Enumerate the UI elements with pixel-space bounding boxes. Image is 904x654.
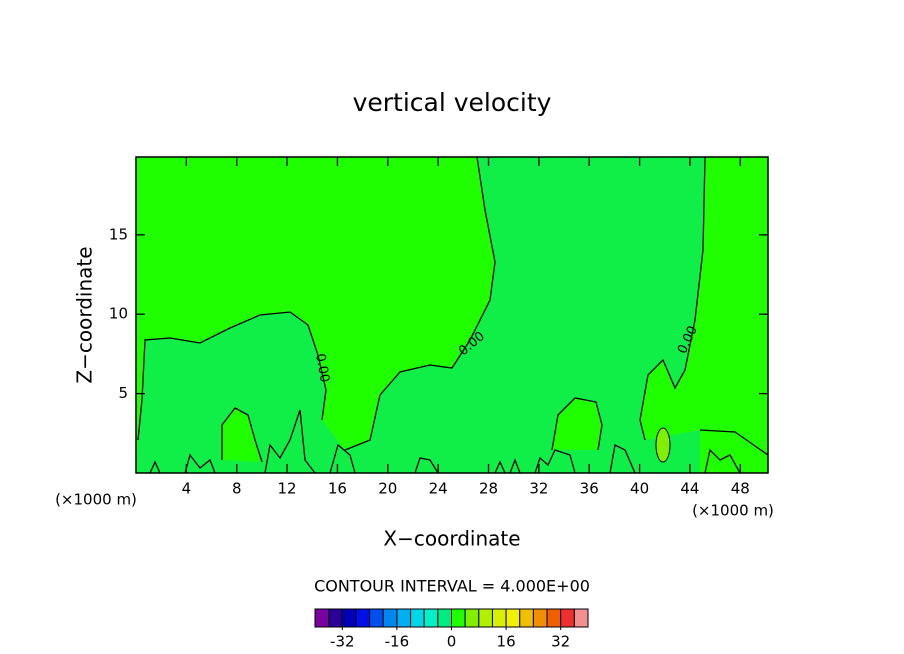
chart-title: vertical velocity: [353, 88, 552, 117]
colorbar-box: [573, 608, 589, 628]
x-tick-label: 36: [580, 480, 599, 498]
colorbar-box: [451, 608, 466, 628]
colorbar-tick-label: 32: [551, 633, 570, 651]
x-tick-label: 20: [378, 480, 397, 498]
plot-frame: [135, 156, 769, 474]
negative-region: [136, 157, 705, 473]
contour-line: [699, 429, 769, 456]
y-tick-label: 15: [109, 225, 128, 243]
x-tick-label: 12: [278, 480, 297, 498]
colorbar-box: [546, 608, 562, 628]
colorbar-box: [396, 608, 412, 628]
contour-line: [639, 156, 706, 441]
x-tick-label: 8: [232, 480, 242, 498]
positive-cell: [222, 408, 262, 462]
colorbar-box: [423, 608, 439, 628]
colorbar-box: [464, 608, 480, 628]
colorbar-tick-label: -32: [330, 633, 355, 651]
contour-interval: CONTOUR INTERVAL = 4.000E+00: [314, 577, 590, 596]
colorbar-tick-label: 0: [447, 633, 457, 651]
x-axis-label: X−coordinate: [383, 527, 520, 551]
colorbar-box: [314, 608, 330, 628]
colorbar-box: [382, 608, 398, 628]
colorbar-box: [341, 608, 357, 628]
x-tick-label: 4: [182, 480, 192, 498]
colorbar-box: [532, 608, 548, 628]
positive-cell: [552, 398, 602, 450]
y-unit-label: (×1000 m): [55, 491, 137, 509]
contour-line: [149, 409, 741, 474]
colorbar-tick-label: 16: [497, 633, 516, 651]
colorbar-box: [328, 608, 343, 628]
colorbar-tick-label: -16: [385, 633, 410, 651]
x-unit-label: (×1000 m): [692, 502, 774, 520]
colorbar-box: [437, 608, 453, 628]
contour-line: [137, 311, 327, 441]
contour-line: [551, 397, 603, 451]
y-tick-label: 5: [118, 384, 128, 402]
x-tick-label: 24: [429, 480, 448, 498]
y-axis-label: Z−coordinate: [73, 246, 97, 383]
x-tick-label: 28: [479, 480, 498, 498]
y-tick-label: 10: [109, 305, 128, 323]
contour-label: 0.00: [312, 352, 332, 383]
x-tick-label: 40: [630, 480, 649, 498]
colorbar-box: [519, 608, 534, 628]
x-tick-label: 16: [328, 480, 347, 498]
colorbar-box: [505, 608, 521, 628]
colorbar-box: [478, 608, 493, 628]
x-tick-label: 48: [731, 480, 750, 498]
colorbar-box: [355, 608, 371, 628]
x-tick-label: 44: [680, 480, 699, 498]
colorbar-box: [369, 608, 384, 628]
colorbar-box: [560, 608, 575, 628]
contour-line: [221, 407, 263, 463]
colorbar-box: [410, 608, 425, 628]
positive-cell: [655, 427, 671, 463]
x-tick-label: 32: [529, 480, 548, 498]
colorbar-box: [491, 608, 507, 628]
contour-line: [344, 156, 496, 451]
contour-field: [136, 156, 769, 474]
